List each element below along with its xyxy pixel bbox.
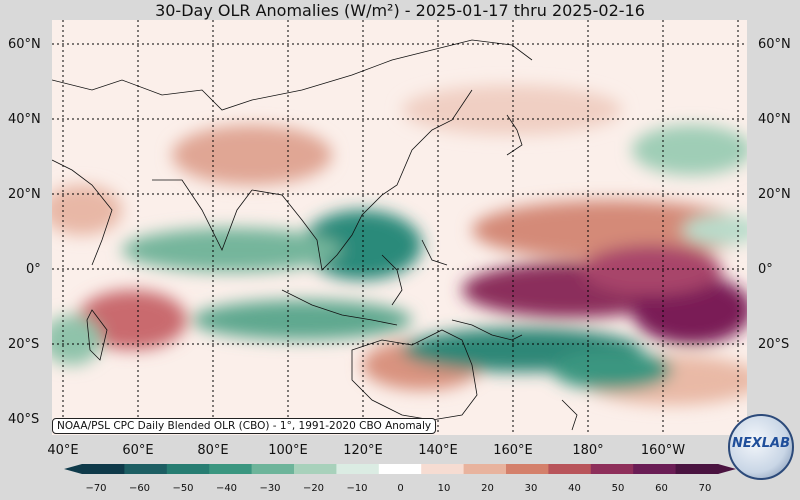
colorbar-segment [590,464,634,474]
colorbar-segment [166,464,210,474]
colorbar-segment [506,464,549,474]
colorbar-tick-label: 50 [611,483,625,494]
colorbar-tick-label: −70 [85,483,107,494]
colorbar-tick-label: 0 [397,483,404,494]
lat-label-left: 0° [26,262,41,277]
lon-label: 40°E [47,443,79,458]
colorbar-tick-label: −50 [172,483,194,494]
colorbar-tick-label: −10 [346,483,368,494]
anomaly-field [52,85,747,405]
colorbar-segment [82,464,125,474]
graticule [52,20,747,435]
lat-label-right: 20°S [758,337,790,352]
logo-text: NEXLAB [731,436,791,451]
colorbar-tick-label: 30 [524,483,538,494]
colorbar-segment [633,464,677,474]
lat-label-right: 0° [758,262,773,277]
lon-label: 180° [572,443,604,458]
lat-label-right: 40°N [758,112,791,127]
lat-label-left: 20°S [8,337,40,352]
colorbar-segment [675,464,719,474]
colorbar-segment [378,464,422,474]
lat-label-left: 60°N [8,37,41,52]
colorbar-segment [548,464,592,474]
colorbar-segment [294,464,337,474]
lat-label-right: 60°N [758,37,791,52]
lon-label: 100°E [268,443,308,458]
olr-anomaly-map [52,20,747,435]
colorbar-tick-label: −40 [215,483,238,494]
colorbar-tick-label: −20 [302,483,325,494]
colorbar-extend-low [64,464,82,474]
colorbar-segment [421,464,465,474]
colorbar-tick-label: 20 [481,483,494,494]
colorbar-tick-label: 40 [568,483,581,494]
nexlab-logo[interactable]: NEXLAB [728,414,794,480]
coastlines [52,39,578,431]
data-credit: NOAA/PSL CPC Daily Blended OLR (CBO) - 1… [52,418,437,434]
lon-label: 80°E [197,443,229,458]
colorbar-tick-label: −30 [259,483,281,494]
colorbar-tick-label: −60 [128,483,151,494]
colorbar-tick-label: 70 [698,483,712,494]
colorbar-segment [124,464,168,474]
lat-label-left: 40°S [8,412,40,427]
lon-label: 160°W [640,443,686,458]
colorbar-extend-high [718,464,736,474]
colorbar-segments [64,464,736,474]
lon-label: 120°E [343,443,383,458]
lat-label-left: 20°N [8,187,41,202]
colorbar-tick-label: 60 [655,483,668,494]
lat-label-right: 20°N [758,187,791,202]
map-title: 30-Day OLR Anomalies (W/m²) - 2025-01-17… [155,1,645,20]
colorbar-segment [209,464,253,474]
colorbar-tick-label: 10 [437,483,451,494]
colorbar-segment [251,464,295,474]
lon-label: 60°E [122,443,154,458]
colorbar-segment [336,464,380,474]
colorbar [64,464,736,474]
lon-label: 140°E [418,443,458,458]
map-canvas [52,20,747,435]
colorbar-segment [463,464,507,474]
lon-label: 160°E [493,443,533,458]
lat-label-left: 40°N [8,112,41,127]
